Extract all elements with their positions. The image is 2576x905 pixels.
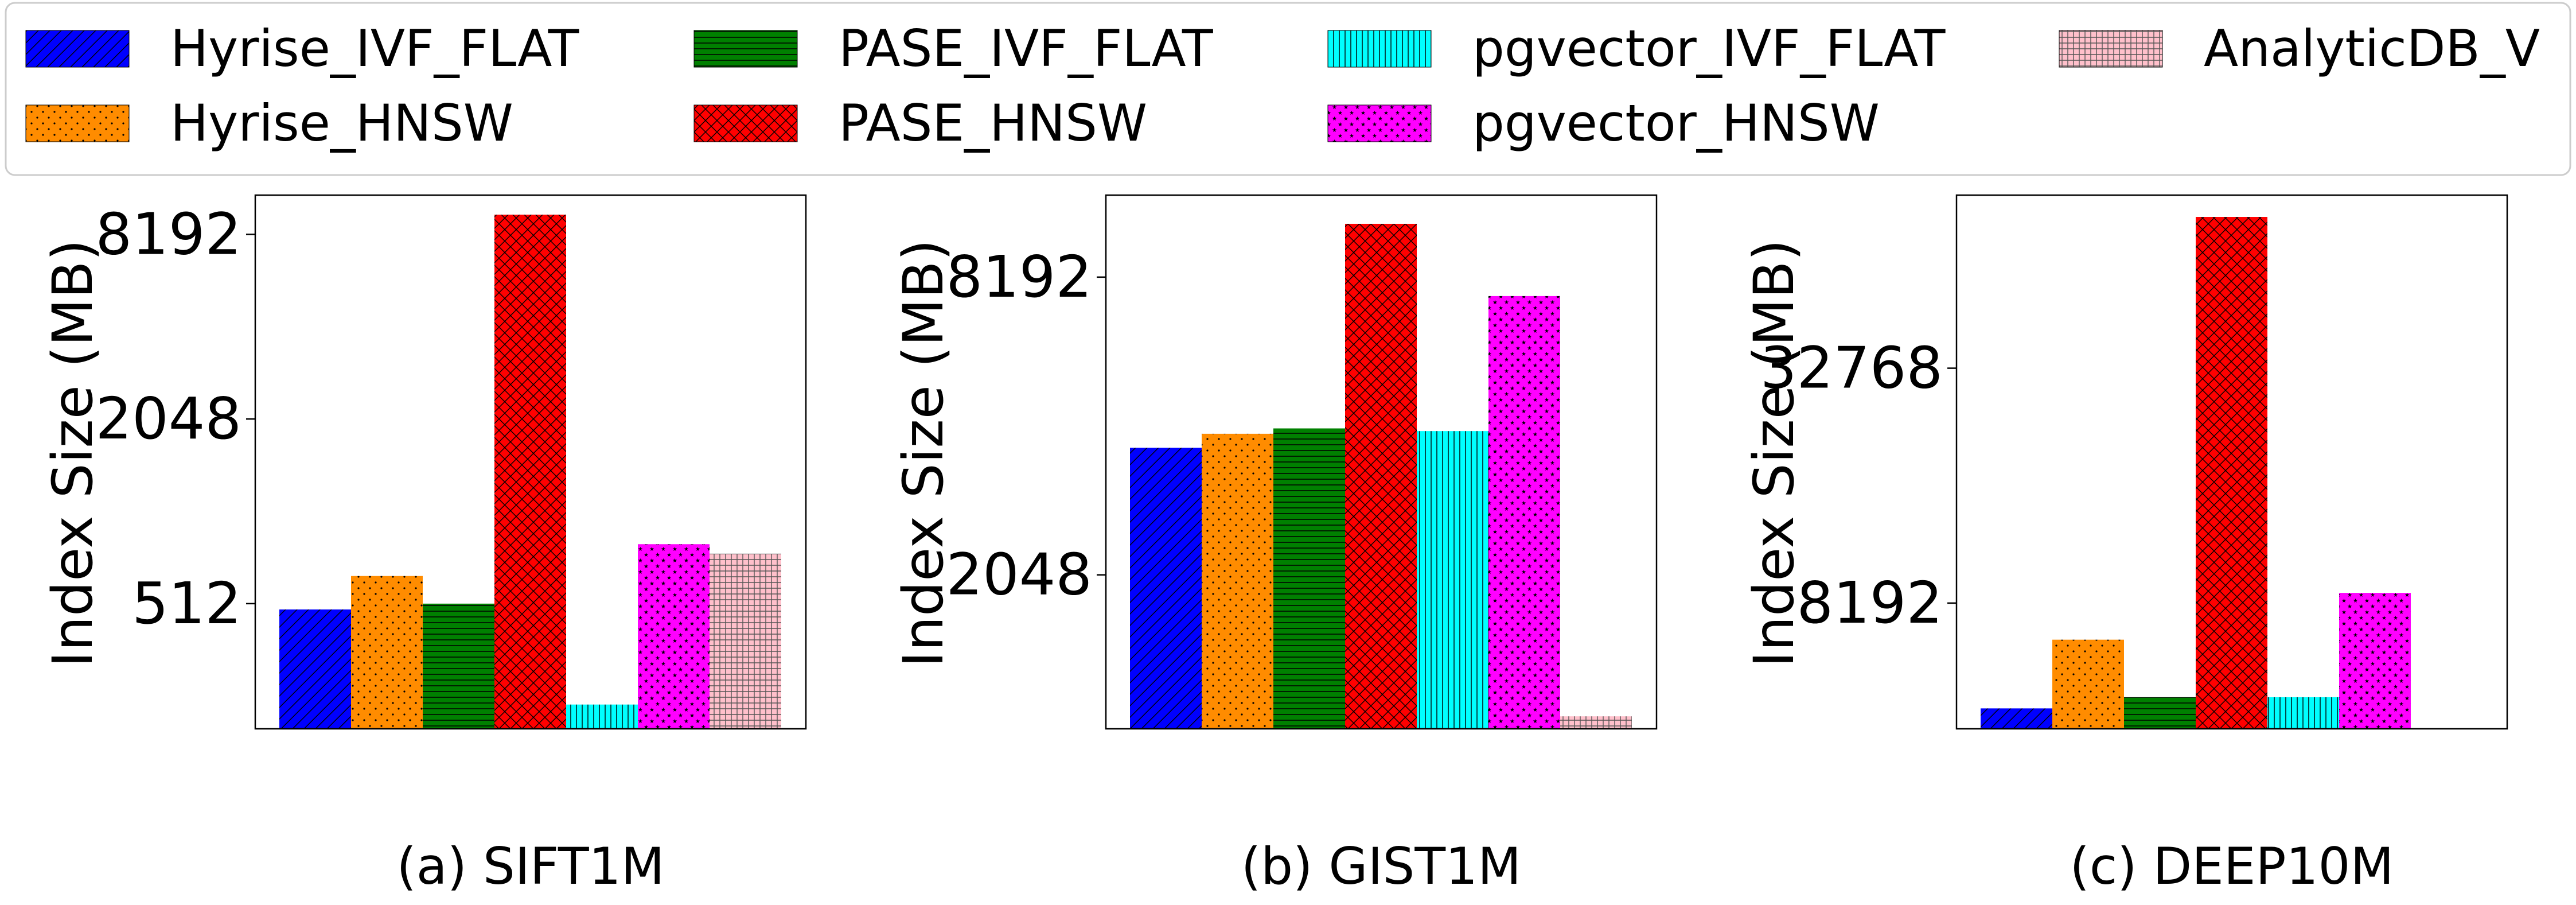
y-axis-label: Index Size (MB) xyxy=(41,239,105,667)
bar-pase-hnsw xyxy=(1345,223,1417,729)
subplot-caption: (a) SIFT1M xyxy=(396,837,664,896)
bar-pase-hnsw xyxy=(2196,217,2267,729)
legend-swatch xyxy=(25,104,130,142)
legend: Hyrise_IVF_FLAT PASE_IVF_FLAT pgvector_IVF… xyxy=(5,2,2571,176)
bar-pgvector-ivf-flat xyxy=(1417,431,1488,729)
legend-label: Hyrise_IVF_FLAT xyxy=(170,19,580,78)
bar-pgvector-ivf-flat xyxy=(2267,697,2339,729)
legend-entry: PASE_HNSW xyxy=(693,94,1147,153)
bar-pgvector-hnsw xyxy=(2339,593,2411,729)
y-tick-label: 32768 xyxy=(1760,335,1943,402)
legend-entry: PASE_IVF_FLAT xyxy=(693,19,1214,78)
legend-swatch xyxy=(25,30,130,68)
y-tick-label: 2048 xyxy=(96,385,242,452)
bar-hyrise-ivf-flat xyxy=(279,609,351,729)
legend-label: PASE_IVF_FLAT xyxy=(839,19,1214,78)
plot-frame xyxy=(254,194,807,730)
y-tick-label: 2048 xyxy=(946,541,1093,608)
bar-pgvector-hnsw xyxy=(638,544,710,729)
panel-gist1m: Index Size (MB) (b) GIST1M 2048 8192 xyxy=(891,194,1658,896)
y-tick-label: 8192 xyxy=(96,200,242,267)
y-tick-label: 8192 xyxy=(946,243,1093,310)
legend-swatch xyxy=(693,104,798,142)
legend-label: Hyrise_HNSW xyxy=(170,94,513,153)
legend-entry: Hyrise_HNSW xyxy=(25,94,513,153)
panel-sift1m: Index Size (MB) (a) SIFT1M 512 2048 8192 xyxy=(41,194,807,896)
legend-label: AnalyticDB_V xyxy=(2204,19,2540,78)
bar-pase-ivf-flat xyxy=(423,603,494,729)
bar-pgvector-ivf-flat xyxy=(566,704,638,729)
legend-label: pgvector_HNSW xyxy=(1472,94,1880,153)
legend-swatch xyxy=(1327,104,1432,142)
y-tick-label: 512 xyxy=(132,570,241,637)
legend-label: pgvector_IVF_FLAT xyxy=(1472,19,1946,78)
plot-frame xyxy=(1955,194,2508,730)
bar-pase-ivf-flat xyxy=(2124,697,2196,729)
bar-pase-ivf-flat xyxy=(1273,428,1345,729)
subplot-caption: (b) GIST1M xyxy=(1241,837,1521,896)
legend-entry: pgvector_HNSW xyxy=(1327,94,1880,153)
legend-entry: Hyrise_IVF_FLAT xyxy=(25,19,580,78)
bar-pase-hnsw xyxy=(494,215,566,729)
bar-hyrise-ivf-flat xyxy=(1130,448,1202,729)
legend-entries: Hyrise_IVF_FLAT PASE_IVF_FLAT pgvector_IVF… xyxy=(25,19,2540,153)
legend-label: PASE_HNSW xyxy=(839,94,1147,153)
legend-entry: AnalyticDB_V xyxy=(2059,19,2540,78)
legend-frame xyxy=(5,2,2571,176)
subplot-caption: (c) DEEP10M xyxy=(2070,837,2394,896)
y-tick-label: 8192 xyxy=(1797,569,1943,636)
bar-analyticdb-v xyxy=(1560,716,1632,729)
legend-entry: pgvector_IVF_FLAT xyxy=(1327,19,1946,78)
plot-frame xyxy=(1105,194,1658,730)
legend-swatch xyxy=(2059,30,2163,68)
y-axis-label: Index Size (MB) xyxy=(1742,239,1806,667)
legend-swatch xyxy=(693,30,798,68)
y-axis-label: Index Size (MB) xyxy=(891,239,956,667)
bar-pgvector-hnsw xyxy=(1488,296,1560,729)
bar-analyticdb-v xyxy=(710,553,781,729)
bar-hyrise-hnsw xyxy=(351,576,423,729)
bar-hyrise-ivf-flat xyxy=(1981,708,2052,729)
legend-swatch xyxy=(1327,30,1432,68)
bar-hyrise-hnsw xyxy=(1202,433,1273,729)
bar-hyrise-hnsw xyxy=(2052,639,2124,729)
panel-deep10m: Index Size (MB) (c) DEEP10M 8192 32768 xyxy=(1742,194,2508,896)
